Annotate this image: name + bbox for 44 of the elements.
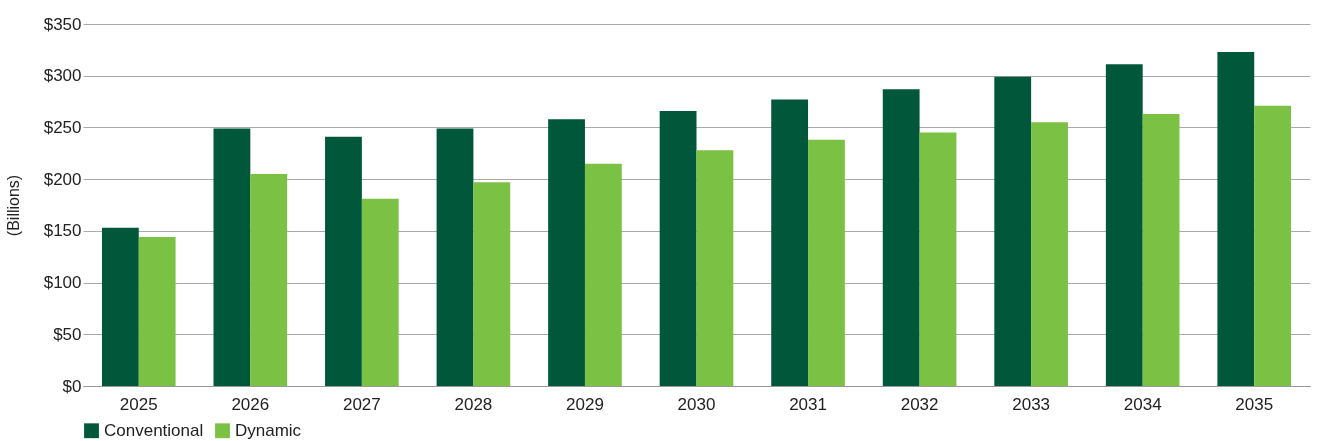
bar: [882, 89, 920, 386]
y-tick-label: $0: [62, 376, 82, 396]
x-tick-label: 2028: [454, 394, 493, 414]
bar: [548, 119, 585, 386]
y-tick-label: $300: [43, 66, 82, 86]
bar: [1217, 51, 1255, 386]
x-tick-label: 2031: [789, 394, 827, 414]
y-tick-label: $350: [43, 14, 82, 34]
bar: [1031, 122, 1068, 386]
bar: [584, 163, 622, 386]
bar: [1105, 64, 1143, 386]
bar: [250, 173, 288, 386]
bar: [473, 182, 511, 386]
y-tick-label: $200: [43, 169, 82, 189]
x-tick-label: 2026: [231, 394, 270, 414]
bar: [1142, 113, 1180, 386]
bar: [696, 150, 734, 386]
bar: [994, 76, 1032, 386]
x-tick-label: 2033: [1012, 394, 1051, 414]
bar: [325, 136, 362, 386]
x-tick-label: 2035: [1235, 394, 1274, 414]
x-tick-label: 2029: [566, 394, 604, 414]
y-tick-label: $250: [43, 117, 82, 137]
x-tick-label: 2034: [1123, 394, 1162, 414]
bar: [436, 128, 474, 386]
legend-label: Dynamic: [235, 420, 302, 440]
x-tick-label: 2032: [900, 394, 939, 414]
bar: [919, 132, 957, 386]
bar: [771, 99, 809, 386]
bar: [361, 198, 399, 386]
y-tick-label: $100: [43, 273, 82, 293]
bar: [213, 128, 251, 386]
legend-label: Conventional: [104, 420, 204, 440]
y-tick-label: $150: [43, 221, 82, 241]
bar: [659, 110, 697, 386]
bar: [1254, 105, 1292, 386]
y-axis-title: (Billions): [4, 174, 22, 237]
x-tick-label: 2025: [119, 394, 158, 414]
x-tick-label: 2027: [342, 394, 381, 414]
bar: [808, 139, 845, 386]
y-tick-label: $50: [53, 324, 82, 344]
bar: [101, 227, 139, 386]
x-tick-label: 2030: [677, 394, 716, 414]
bar: [138, 237, 176, 386]
